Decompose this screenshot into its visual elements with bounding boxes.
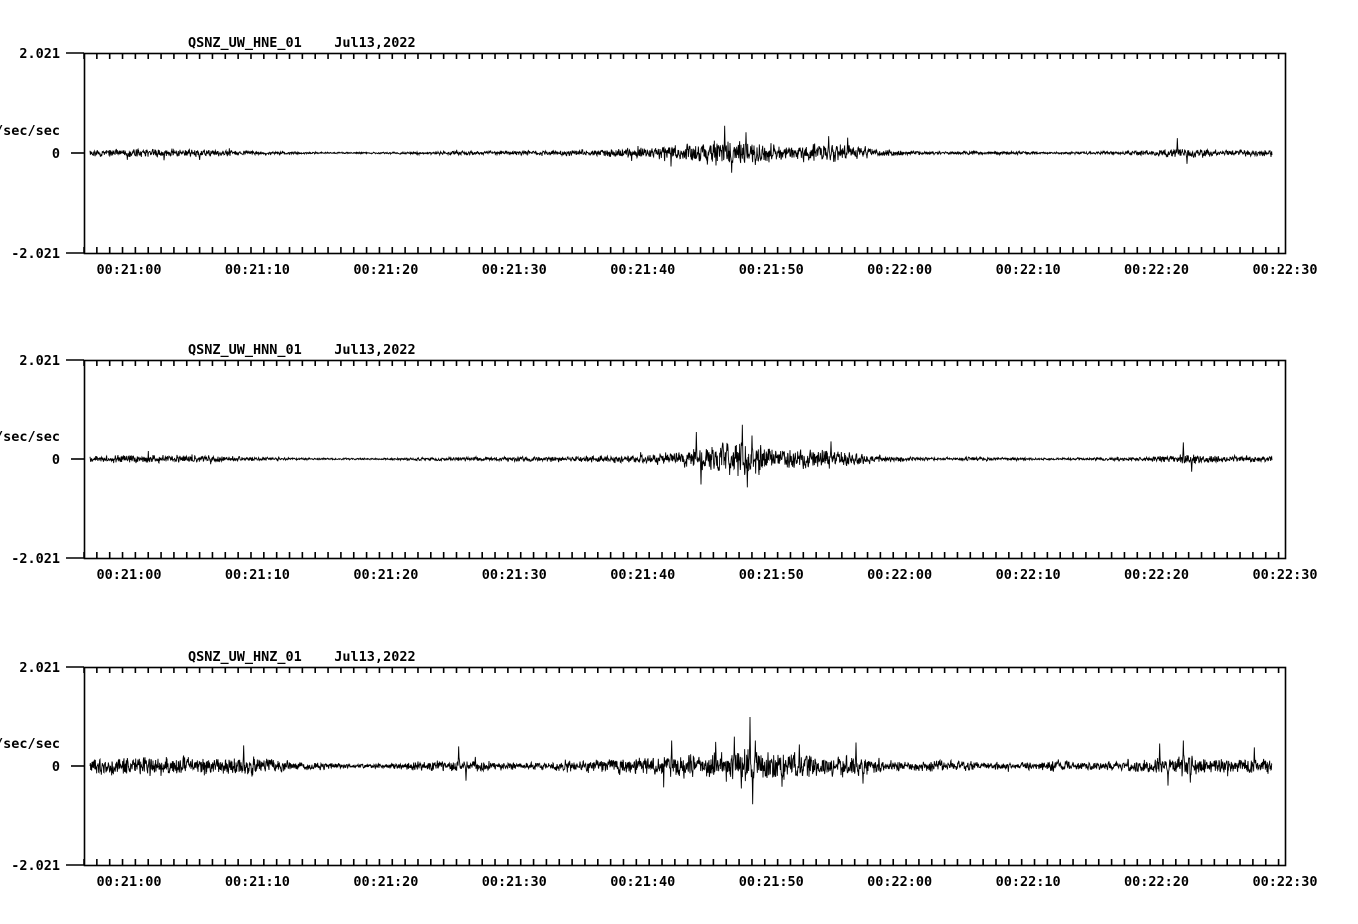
y-tick-label: -2.021 [11, 551, 60, 567]
x-tick-labels: 00:21:00 00:21:10 00:21:20 00:21:30 00:21:40… [96, 874, 1317, 890]
y-axis-ticks: 2.021 0 -2.021 [11, 660, 84, 874]
x-tick-label: 00:21:20 [353, 874, 418, 890]
y-tick-label: -2.021 [11, 246, 60, 262]
y-axis-unit-label: cm/sec/sec [0, 429, 60, 445]
x-tick-label: 00:21:40 [610, 874, 675, 890]
x-tick-label: 00:21:20 [353, 262, 418, 278]
y-tick-label: 0 [52, 452, 60, 468]
panel-title: QSNZ_UW_HNN_01 Jul13,2022 [188, 342, 416, 358]
plot-frame [83, 359, 1287, 560]
x-tick-label: 00:21:30 [482, 874, 547, 890]
panel-title: QSNZ_UW_HNE_01 Jul13,2022 [188, 35, 416, 51]
axis-ticks [83, 360, 1280, 558]
y-axis-ticks: 2.021 0 -2.021 [11, 46, 84, 262]
axis-ticks [83, 667, 1280, 865]
x-tick-label: 00:21:50 [739, 567, 804, 583]
x-tick-label: 00:22:10 [996, 567, 1061, 583]
waveform-trace [89, 717, 1273, 805]
x-tick-label: 00:21:00 [96, 567, 161, 583]
panel-title: QSNZ_UW_HNZ_01 Jul13,2022 [188, 649, 416, 665]
x-tick-label: 00:21:10 [225, 567, 290, 583]
x-tick-label: 00:21:30 [482, 567, 547, 583]
waveform-trace [89, 125, 1273, 173]
y-tick-label: 2.021 [19, 46, 60, 62]
plot-frame [83, 666, 1287, 867]
x-tick-labels: 00:21:00 00:21:10 00:21:20 00:21:30 00:21:40… [96, 262, 1317, 278]
waveform-trace [89, 424, 1273, 488]
plot-frame [83, 52, 1287, 255]
y-tick-label: 0 [52, 759, 60, 775]
x-tick-label: 00:22:20 [1124, 262, 1189, 278]
x-tick-label: 00:22:20 [1124, 567, 1189, 583]
y-tick-label: 2.021 [19, 353, 60, 369]
x-tick-label: 00:22:00 [867, 874, 932, 890]
x-tick-label: 00:22:30 [1252, 567, 1317, 583]
x-tick-label: 00:22:30 [1252, 874, 1317, 890]
x-tick-label: 00:22:00 [867, 262, 932, 278]
x-tick-labels: 00:21:00 00:21:10 00:21:20 00:21:30 00:21:40… [96, 567, 1317, 583]
x-tick-label: 00:21:20 [353, 567, 418, 583]
y-axis-unit-label: cm/sec/sec [0, 736, 60, 752]
x-tick-label: 00:21:10 [225, 874, 290, 890]
x-tick-label: 00:21:40 [610, 567, 675, 583]
x-tick-label: 00:22:10 [996, 874, 1061, 890]
x-tick-label: 00:22:10 [996, 262, 1061, 278]
x-tick-label: 00:21:50 [739, 874, 804, 890]
y-axis-ticks: 2.021 0 -2.021 [11, 353, 84, 567]
y-tick-label: 2.021 [19, 660, 60, 676]
y-axis-unit-label: cm/sec/sec [0, 123, 60, 139]
x-tick-label: 00:21:40 [610, 262, 675, 278]
x-tick-label: 00:21:50 [739, 262, 804, 278]
axis-ticks [83, 53, 1280, 253]
x-tick-label: 00:21:00 [96, 262, 161, 278]
x-tick-label: 00:21:30 [482, 262, 547, 278]
x-tick-label: 00:22:20 [1124, 874, 1189, 890]
x-tick-label: 00:21:10 [225, 262, 290, 278]
x-tick-label: 00:21:00 [96, 874, 161, 890]
y-tick-label: 0 [52, 146, 60, 162]
x-tick-label: 00:22:30 [1252, 262, 1317, 278]
x-tick-label: 00:22:00 [867, 567, 932, 583]
y-tick-label: -2.021 [11, 858, 60, 874]
